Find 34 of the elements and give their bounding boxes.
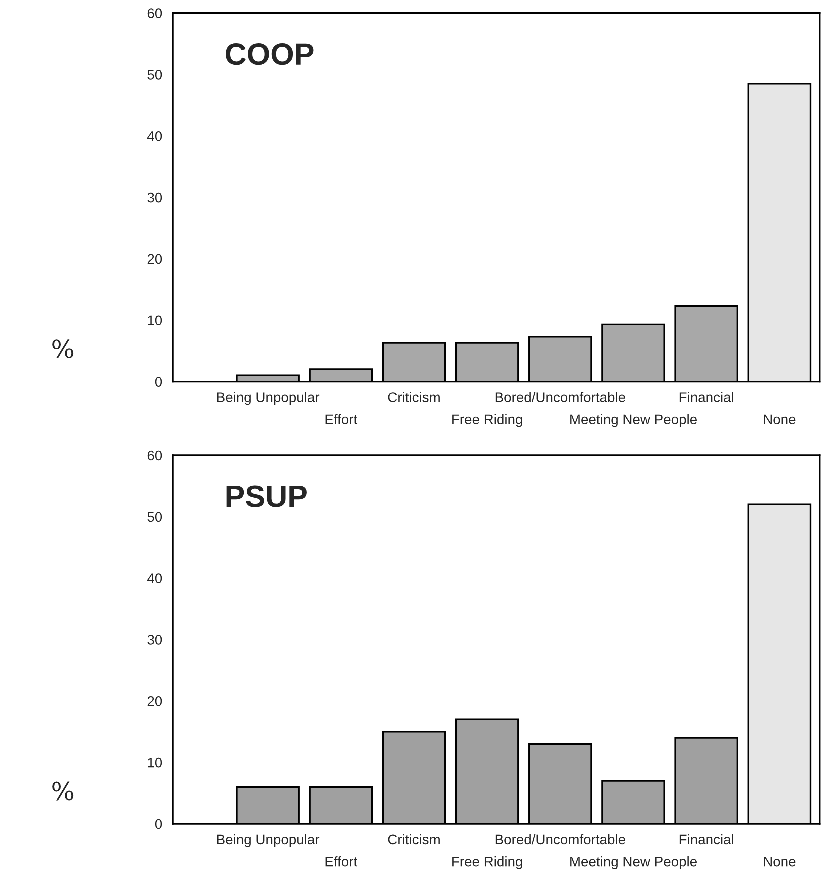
y-axis-title: % <box>52 340 74 359</box>
y-tick-label: 60 <box>148 450 162 461</box>
x-tick-label: Financial <box>680 392 734 402</box>
x-tick-label: Free Riding <box>452 856 522 870</box>
x-tick-label: Being Unpopular <box>217 392 320 406</box>
y-tick-label: 0 <box>155 377 162 387</box>
x-tick-label: Bored/Uncomfortable <box>496 834 626 845</box>
x-tick-label: Financial <box>680 834 734 845</box>
text: PSUP <box>226 486 307 508</box>
x-tick-label: None <box>764 414 796 425</box>
x-tick-label: Criticism <box>388 392 440 402</box>
y-tick-label: 30 <box>148 635 162 645</box>
x-tick-label: Criticism <box>388 834 440 845</box>
x-tick-label: Effort <box>326 856 358 867</box>
y-tick-label: 0 <box>155 819 162 830</box>
y-tick-label: 60 <box>148 8 162 18</box>
x-tick-label: Effort <box>326 414 358 425</box>
y-tick-label: 40 <box>147 131 162 142</box>
x-tick-label: None <box>764 857 796 867</box>
y-tick-label: 20 <box>148 696 162 706</box>
y-tick-label: 40 <box>147 574 162 584</box>
y-axis-title: % <box>52 782 74 801</box>
x-tick-label: Free Riding <box>452 414 522 428</box>
y-tick-label: 10 <box>148 316 162 326</box>
y-tick-label: 50 <box>148 70 162 80</box>
x-tick-label: Bored/Uncomfortable <box>496 392 626 402</box>
x-tick-label: Meeting New People <box>570 856 697 870</box>
y-tick-label: 10 <box>148 758 162 768</box>
x-tick-label: Meeting New People <box>570 414 697 428</box>
y-tick-label: 30 <box>148 192 162 203</box>
x-tick-label: Being Unpopular <box>217 834 320 848</box>
y-tick-label: 20 <box>148 254 162 264</box>
text: COOP <box>226 44 314 66</box>
y-tick-label: 50 <box>148 512 162 522</box>
